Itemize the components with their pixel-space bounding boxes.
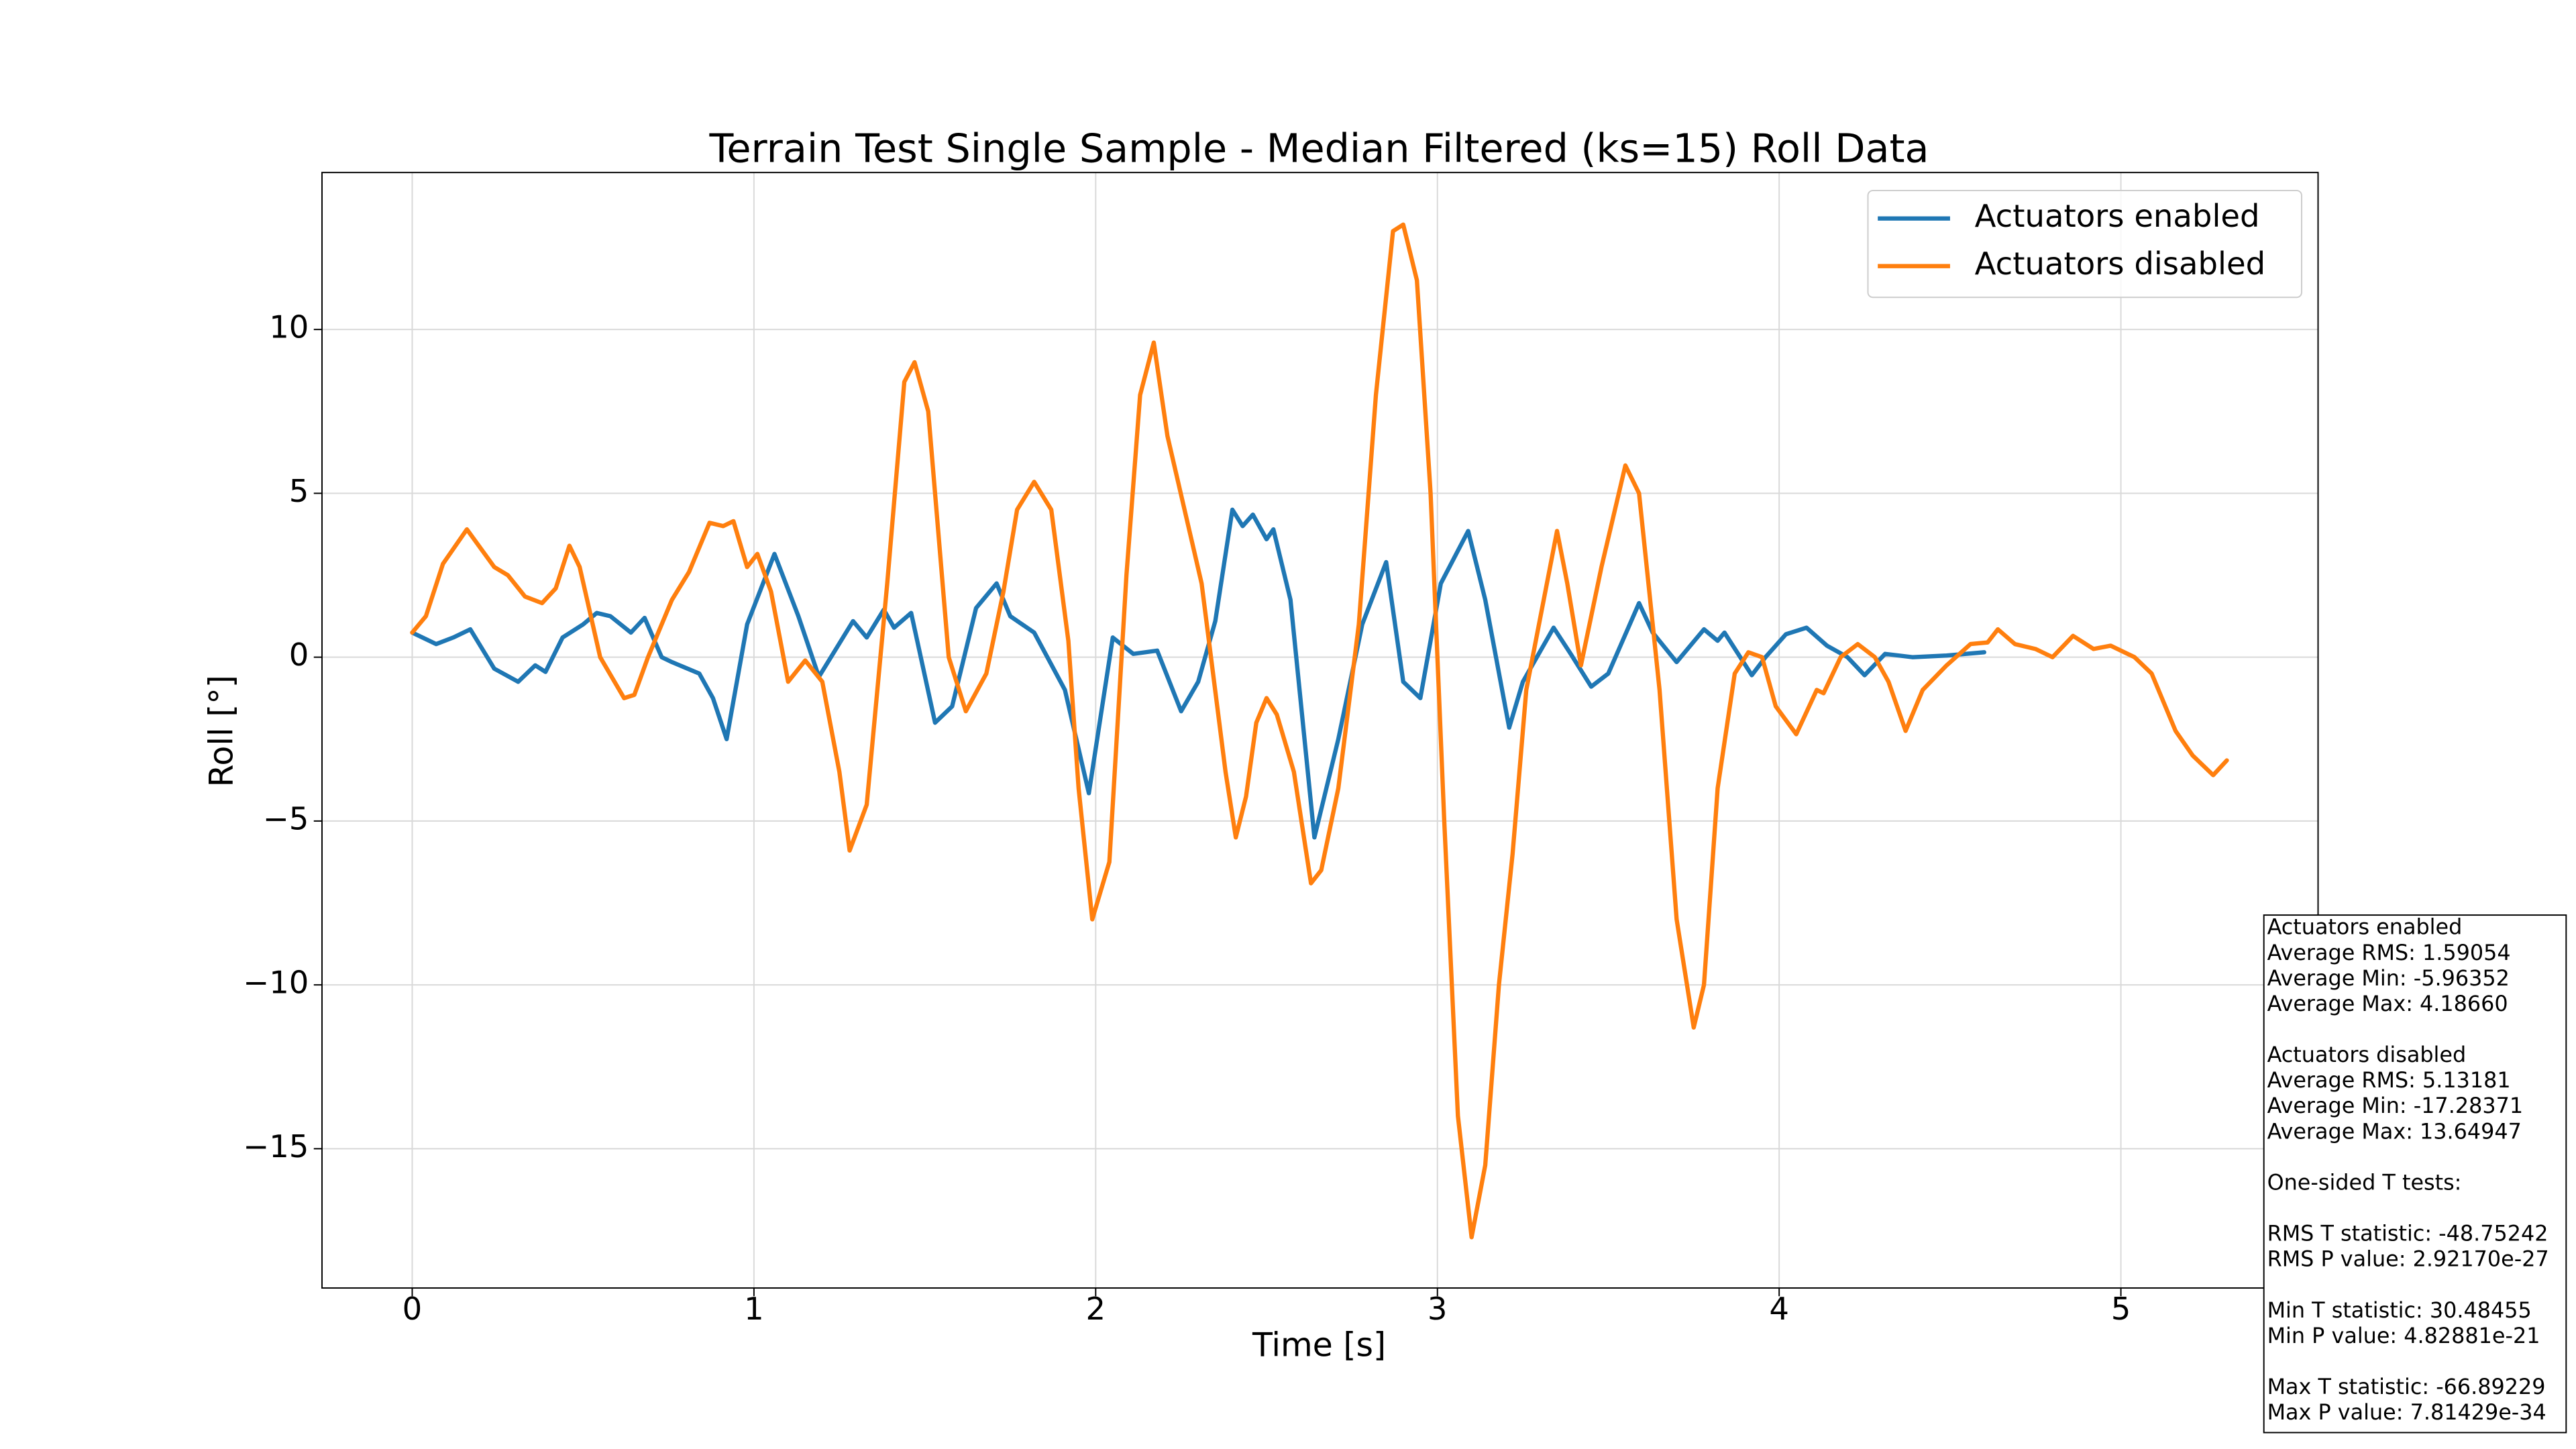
x-tick-label: 2 (1086, 1291, 1106, 1327)
stats-box-frame (2263, 914, 2567, 1434)
stats-line: Actuators disabled (2267, 1042, 2467, 1067)
chart-title: Terrain Test Single Sample - Median Filt… (708, 125, 1929, 171)
stats-line: Min T statistic: 30.48455 (2267, 1297, 2532, 1323)
series-line (410, 222, 2229, 1240)
stats-line: Average Max: 4.18660 (2267, 991, 2508, 1016)
x-tick-label: 5 (2111, 1291, 2131, 1327)
stats-line: Average RMS: 5.13181 (2267, 1067, 2511, 1093)
stats-line: RMS P value: 2.92170e-27 (2267, 1246, 2549, 1272)
legend-label: Actuators enabled (1975, 198, 2260, 234)
legend-box (1867, 190, 2302, 299)
legend-label: Actuators disabled (1975, 246, 2265, 282)
y-tick-label: 0 (289, 637, 309, 673)
x-axis-label: Time [s] (1252, 1326, 1386, 1364)
stats-line: Average RMS: 1.59054 (2267, 940, 2511, 965)
stats-line: Average Min: -17.28371 (2267, 1093, 2524, 1118)
y-tick-label: 10 (269, 309, 309, 345)
y-tick-label: −5 (263, 800, 309, 837)
x-tick-label: 1 (744, 1291, 764, 1327)
x-tick-label: 0 (402, 1291, 423, 1327)
y-tick-label: −15 (243, 1128, 309, 1165)
stats-line: Min P value: 4.82881e-21 (2267, 1323, 2540, 1348)
stats-line: One-sided T tests: (2267, 1169, 2462, 1195)
x-tick-label: 4 (1769, 1291, 1789, 1327)
y-axis-label: Roll [°] (203, 675, 241, 787)
plot-frame (321, 172, 2319, 1289)
stats-line: Actuators enabled (2267, 914, 2463, 940)
legend: Actuators enabled Actuators disabled (1867, 190, 2302, 299)
stats-line: Average Min: -5.96352 (2267, 965, 2510, 991)
stats-line: Max T statistic: -66.89229 (2267, 1374, 2546, 1399)
stats-line: Max P value: 7.81429e-34 (2267, 1399, 2546, 1425)
y-tick-label: −10 (243, 965, 309, 1001)
series-line (410, 507, 1986, 840)
y-tick-label: 5 (289, 473, 309, 509)
stats-line: RMS T statistic: -48.75242 (2267, 1221, 2548, 1246)
x-tick-label: 3 (1428, 1291, 1448, 1327)
stats-line: Average Max: 13.64947 (2267, 1118, 2522, 1144)
